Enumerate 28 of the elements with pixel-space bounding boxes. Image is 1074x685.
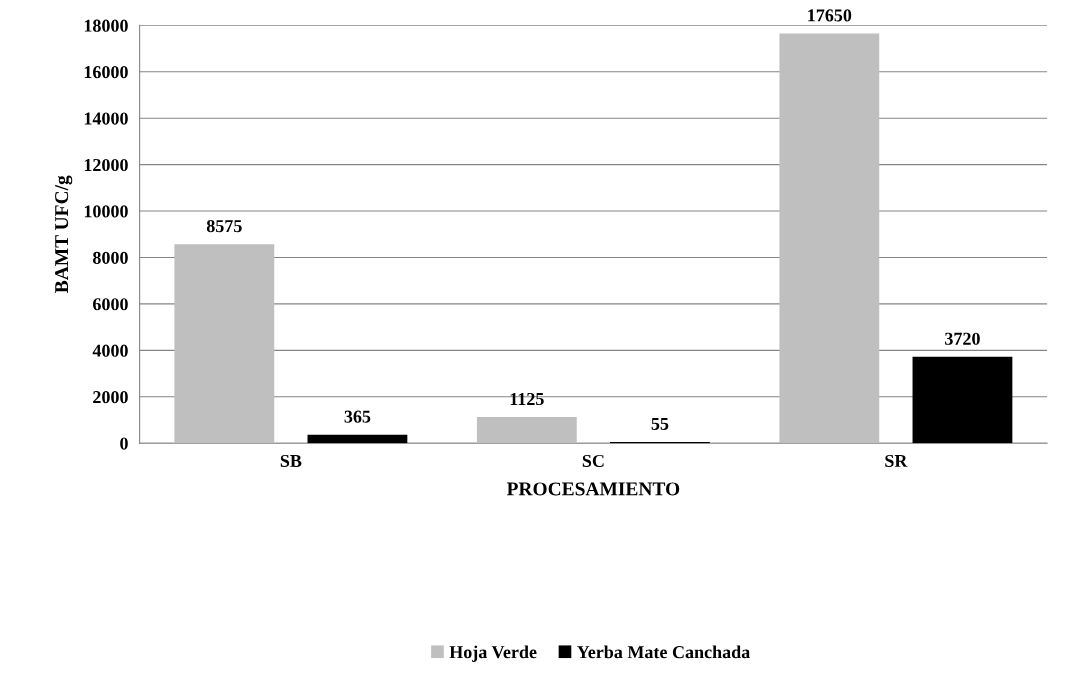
data-label: 8575 (206, 219, 242, 233)
x-tick-label: SC (582, 454, 604, 468)
y-tick-label: 14000 (84, 112, 128, 125)
y-axis-title: BAMT UFC/g (55, 175, 73, 293)
x-axis-title: PROCESAMIENTO (506, 482, 680, 496)
data-label: 1125 (510, 392, 544, 406)
legend-label: Hoja Verde (449, 645, 537, 662)
y-tick-label: 10000 (84, 205, 128, 218)
data-label: 3720 (945, 332, 980, 345)
x-tick-label: SR (885, 454, 908, 468)
bar (476, 417, 577, 444)
bar (307, 434, 408, 444)
bar (174, 244, 275, 444)
x-tick-label: SB (280, 454, 302, 468)
y-tick-label: 8000 (93, 251, 128, 264)
y-tick-label: 18000 (84, 19, 128, 32)
y-tick-label: 0 (120, 437, 128, 450)
y-tick-label: 6000 (93, 298, 128, 311)
legend-label: Yerba Mate Canchada (577, 645, 750, 659)
data-label: 55 (651, 417, 669, 430)
bar (912, 356, 1013, 444)
data-label: 17650 (808, 9, 852, 22)
bar (779, 33, 880, 444)
y-tick-label: 16000 (84, 66, 128, 79)
data-label: 365 (344, 410, 371, 423)
y-tick-label: 12000 (84, 158, 128, 172)
y-tick-label: 4000 (92, 344, 128, 357)
y-tick-label: 2000 (93, 391, 128, 404)
